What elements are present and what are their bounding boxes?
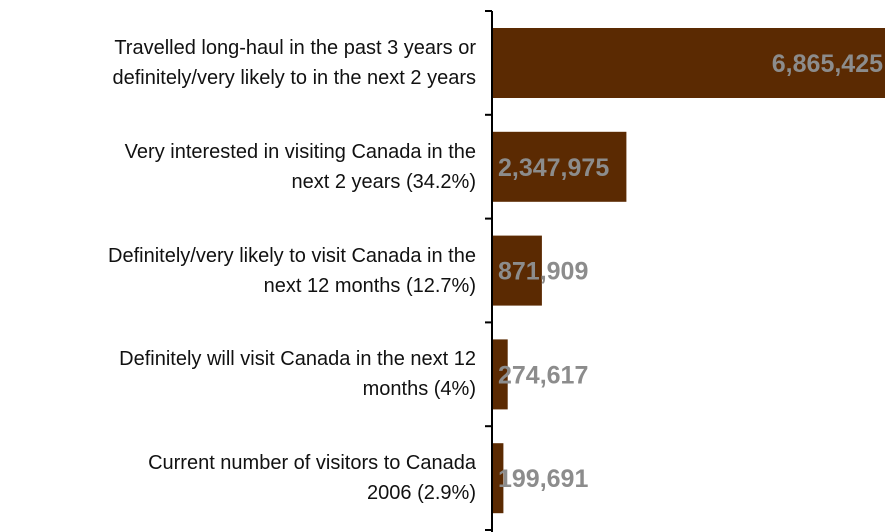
category-label-1-line-1: Travelled long-haul in the past 3 years … (114, 37, 476, 59)
bars (492, 28, 885, 514)
value-label-1: 6,865,425 (772, 50, 883, 78)
value-label-4: 274,617 (498, 361, 588, 389)
category-label-3: Definitely/very likely to visit Canada i… (0, 241, 476, 301)
category-label-5: Current number of visitors to Canada 2006… (0, 448, 476, 508)
y-axis (485, 10, 493, 532)
category-label-5-line-2: 2006 (2.9%) (367, 482, 476, 505)
category-label-4-line-2: months (4%) (362, 378, 476, 401)
value-label-5: 199,691 (498, 465, 588, 493)
category-label-3-line-1: Definitely/very likely to visit Canada i… (108, 244, 476, 267)
category-label-2: Very interested in visiting Canada in th… (0, 137, 476, 197)
value-label-3: 871,909 (498, 258, 588, 286)
bar-4 (492, 339, 508, 410)
value-label-2: 2,347,975 (498, 154, 609, 182)
bar-3 (492, 235, 542, 306)
category-label-1: Travelled long-haul in the past 3 years … (0, 33, 476, 93)
bar-1 (492, 28, 885, 98)
category-label-5-line-1: Current number of visitors to Canada (148, 452, 476, 475)
category-label-4: Definitely will visit Canada in the next… (0, 344, 476, 404)
bar-5 (492, 443, 504, 514)
category-label-2-line-1: Very interested in visiting Canada in th… (124, 140, 476, 163)
category-label-3-line-2: next 12 months (12.7%) (263, 274, 476, 297)
category-label-1-line-2: definitely/very likely to in the next 2 … (112, 67, 476, 89)
category-label-4-line-1: Definitely will visit Canada in the next… (119, 348, 476, 371)
value-labels: 6,865,425 2,347,975 871,909 274,617 199,691 (498, 50, 883, 493)
category-label-2-line-2: next 2 years (34.2%) (291, 170, 476, 193)
bar-2 (492, 131, 627, 202)
